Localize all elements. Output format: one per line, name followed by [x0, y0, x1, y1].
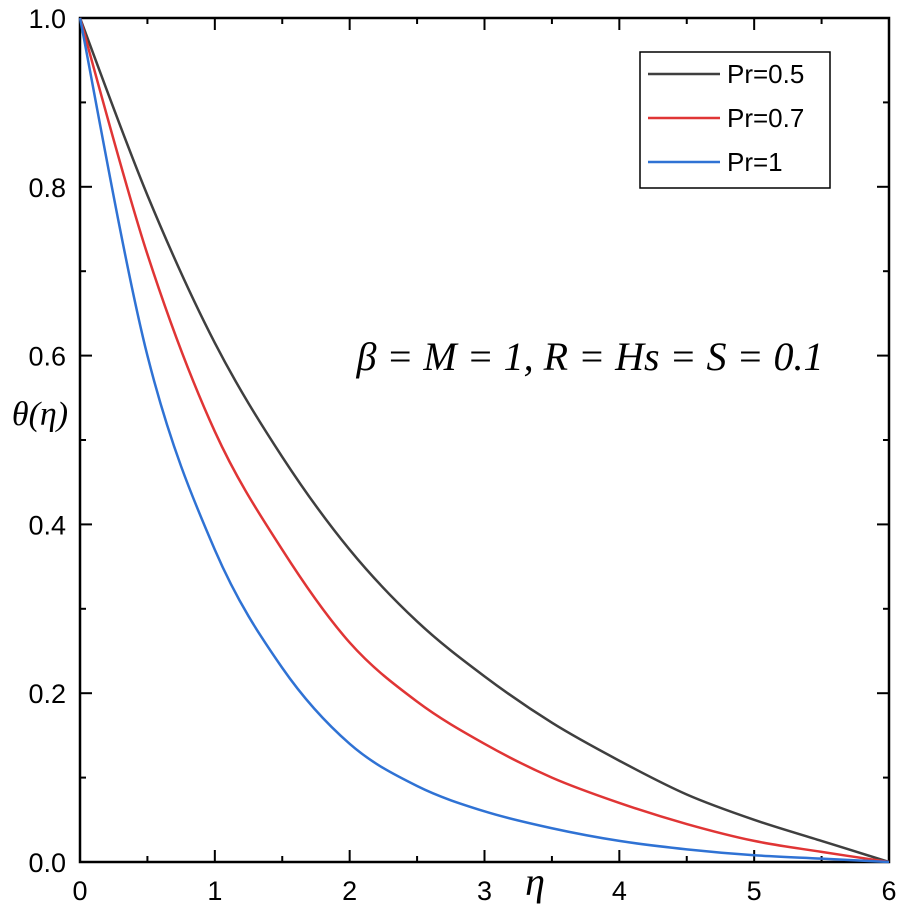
- legend-label: Pr=0.7: [727, 103, 804, 133]
- x-tick-label: 6: [881, 876, 896, 906]
- y-tick-label: 0.0: [28, 848, 66, 878]
- legend-label: Pr=0.5: [727, 59, 804, 89]
- x-tick-label: 2: [342, 876, 357, 906]
- y-tick-label: 0.8: [28, 173, 66, 203]
- x-tick-label: 5: [747, 876, 762, 906]
- x-tick-label: 0: [72, 876, 87, 906]
- y-axis-label: θ(η): [12, 396, 68, 433]
- x-tick-label: 1: [207, 876, 222, 906]
- y-tick-label: 0.4: [28, 510, 66, 540]
- series-line-pr-0-7: [78, 17, 890, 864]
- legend-label: Pr=1: [727, 147, 783, 177]
- x-axis-label: η: [525, 859, 545, 904]
- y-tick-label: 1.0: [28, 4, 66, 34]
- parameter-annotation: β = M = 1, R = Hs = S = 0.1: [355, 334, 823, 379]
- series-line-pr-0-5: [78, 17, 890, 864]
- series-line-pr-1: [78, 17, 890, 864]
- y-tick-label: 0.2: [28, 679, 66, 709]
- y-tick-label: 0.6: [28, 342, 66, 372]
- x-tick-label: 4: [612, 876, 627, 906]
- x-tick-label: 3: [477, 876, 492, 906]
- legend: Pr=0.5 Pr=0.7 Pr=1: [639, 51, 831, 189]
